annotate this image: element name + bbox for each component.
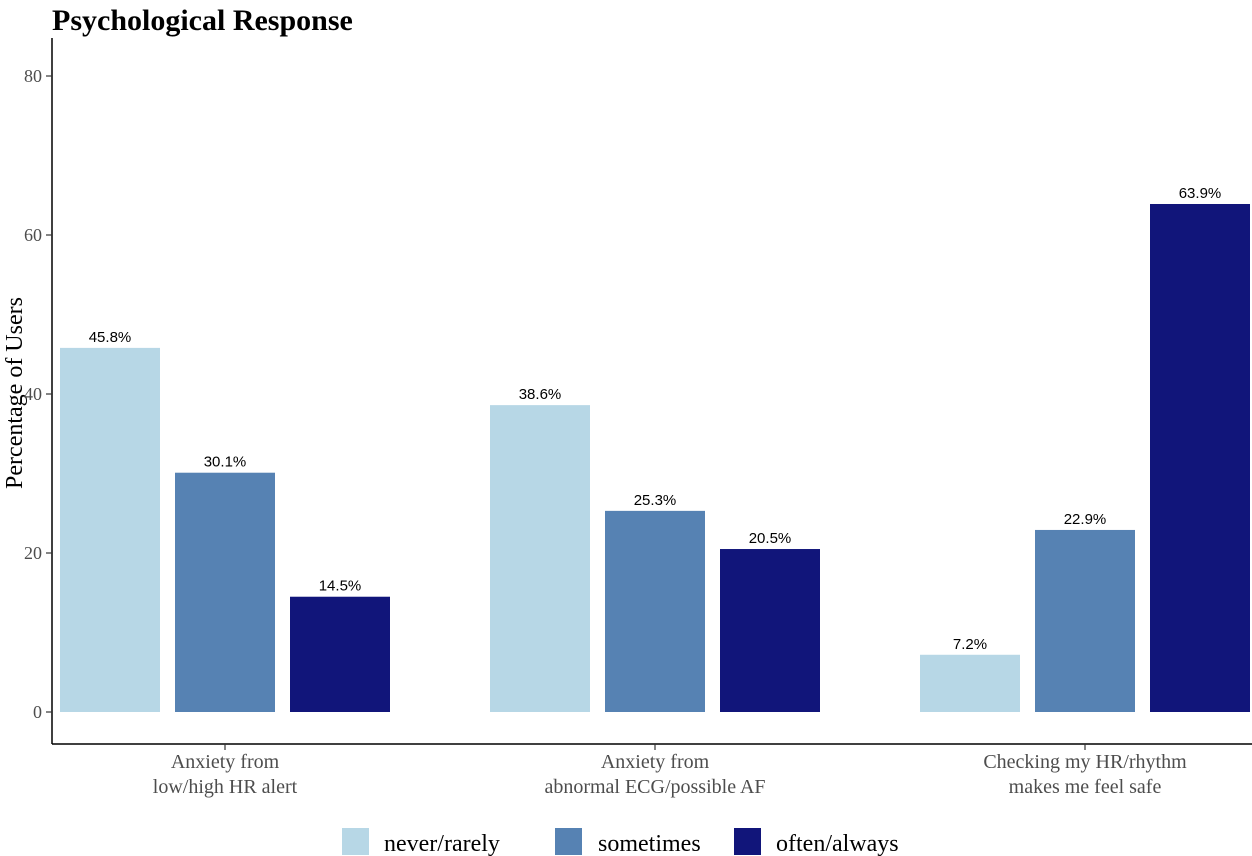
y-axis-label: Percentage of Users [2,297,28,489]
x-tick-label: makes me feel safe [1009,776,1162,798]
legend-label: often/always [776,831,899,856]
bar-never-rarely [60,347,160,712]
y-tick-label: 60 [24,225,42,245]
bar-sometimes [1035,529,1135,712]
legend-label: sometimes [598,831,701,856]
bar-sometimes [605,510,705,712]
x-tick-label: Checking my HR/rhythm [983,751,1187,773]
bar-value-label: 20.5% [749,530,792,547]
x-tick-label: low/high HR alert [153,776,298,798]
bar-value-label: 63.9% [1179,185,1222,202]
legend: never/rarely sometimes often/always [342,828,899,856]
legend-label: never/rarely [384,831,500,856]
y-tick-label: 0 [33,702,42,722]
bar-value-label: 7.2% [953,636,987,653]
legend-key-never-rarely [342,828,369,855]
y-axis-ticks: 0 20 40 60 80 [24,66,52,722]
x-tick-label: abnormal ECG/possible AF [544,776,765,798]
x-axis-ticks: Anxiety from low/high HR alert Anxiety fro… [153,744,1187,798]
bar-often-always [290,596,390,712]
bar-series [60,203,1250,712]
bar-value-label: 30.1% [204,454,247,471]
bar-often-always [720,549,820,712]
y-tick-label: 80 [24,66,42,86]
bar-never-rarely [920,654,1020,712]
x-tick-label: Anxiety from [171,751,280,773]
bar-value-label: 22.9% [1064,511,1107,528]
chart-title: Psychological Response [52,4,353,37]
bar-value-label: 45.8% [89,329,132,346]
legend-key-often-always [734,828,761,855]
bar-never-rarely [490,405,590,712]
bar-value-label: 14.5% [319,578,362,595]
legend-key-sometimes [555,828,582,855]
data-labels: 45.8% 30.1% 14.5% 38.6% 25.3% 20.5% 7.2% 22.9% 6… [89,185,1222,653]
y-tick-label: 20 [24,543,42,563]
bar-often-always [1150,203,1250,712]
y-tick-label: 40 [24,384,42,404]
bar-sometimes [175,472,275,712]
x-tick-label: Anxiety from [601,751,710,773]
bar-value-label: 38.6% [519,386,562,403]
bar-value-label: 25.3% [634,492,677,509]
